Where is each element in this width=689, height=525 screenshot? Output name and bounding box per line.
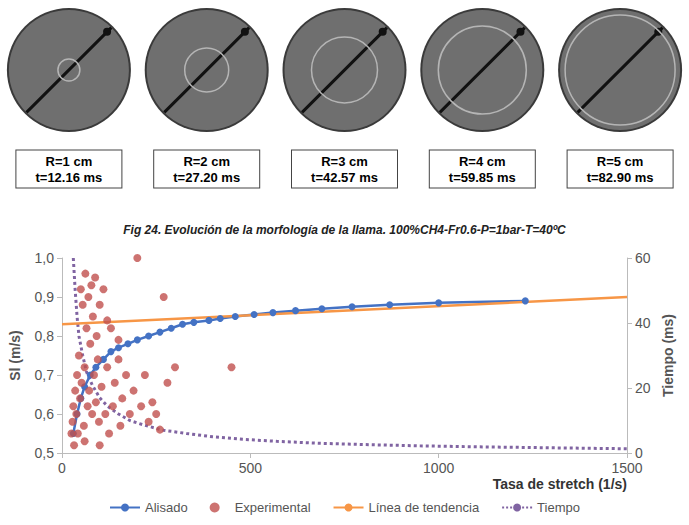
svg-text:0,5: 0,5 — [35, 445, 55, 461]
svg-text:0,7: 0,7 — [35, 367, 55, 383]
svg-text:0,6: 0,6 — [35, 406, 55, 422]
svg-text:1500: 1500 — [611, 460, 642, 476]
svg-text:Tiempo: Tiempo — [537, 500, 580, 515]
svg-text:1,0: 1,0 — [35, 250, 55, 266]
svg-text:Sl (m/s): Sl (m/s) — [7, 330, 23, 381]
svg-text:60: 60 — [635, 250, 651, 266]
svg-text:t=59.85 ms: t=59.85 ms — [449, 170, 516, 185]
svg-text:Línea de tendencia: Línea de tendencia — [369, 500, 480, 515]
svg-text:t=27.20 ms: t=27.20 ms — [173, 170, 240, 185]
svg-text:Tasa de stretch (1/s): Tasa de stretch (1/s) — [493, 476, 627, 492]
svg-text:R=2 cm: R=2 cm — [183, 154, 230, 169]
svg-text:R=4 cm: R=4 cm — [459, 154, 506, 169]
svg-text:t=82.90 ms: t=82.90 ms — [587, 170, 654, 185]
svg-text:40: 40 — [635, 315, 651, 331]
svg-text:R=5 cm: R=5 cm — [597, 154, 644, 169]
svg-text:1000: 1000 — [423, 460, 454, 476]
svg-text:t=42.57 ms: t=42.57 ms — [311, 170, 378, 185]
svg-text:0: 0 — [58, 460, 66, 476]
svg-text:Experimental: Experimental — [235, 500, 311, 515]
svg-text:R=1 cm: R=1 cm — [46, 154, 93, 169]
svg-text:0: 0 — [635, 445, 643, 461]
svg-text:20: 20 — [635, 380, 651, 396]
svg-text:0,8: 0,8 — [35, 328, 55, 344]
svg-text:R=3 cm: R=3 cm — [321, 154, 368, 169]
svg-text:0,9: 0,9 — [35, 289, 55, 305]
svg-text:Alisado: Alisado — [145, 500, 188, 515]
svg-text:Tiempo (ms): Tiempo (ms) — [660, 314, 676, 397]
svg-text:t=12.16 ms: t=12.16 ms — [35, 170, 102, 185]
svg-text:500: 500 — [239, 460, 263, 476]
svg-text:Fig 24. Evolución de la morfol: Fig 24. Evolución de la morfología de la… — [123, 223, 566, 237]
